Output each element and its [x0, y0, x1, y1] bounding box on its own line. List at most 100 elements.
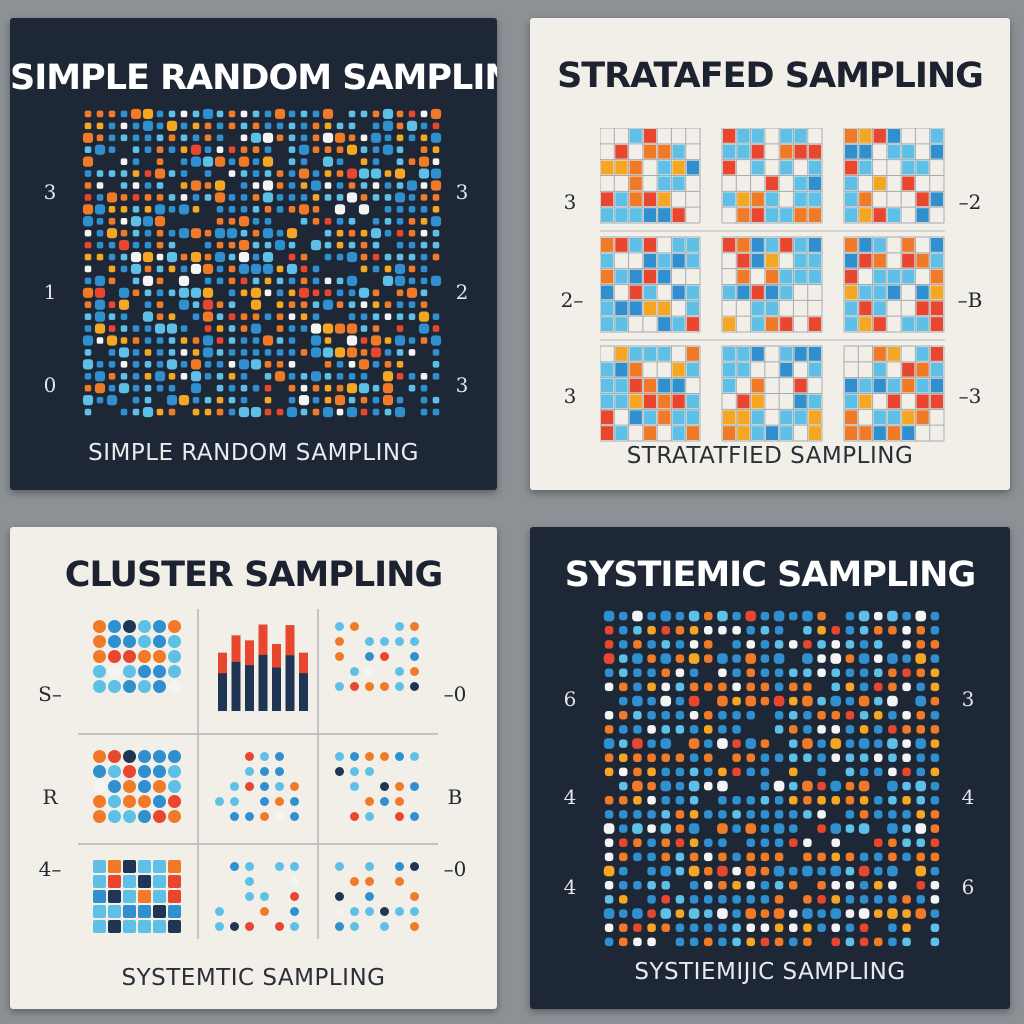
sample-dot: [831, 711, 840, 720]
sample-dot: [432, 194, 440, 201]
sample-dot: [288, 349, 296, 356]
sample-dot: [132, 134, 140, 142]
sample-dot: [216, 206, 224, 213]
sample-dot: [430, 132, 442, 143]
sample-dot: [704, 909, 713, 918]
sample-dot: [384, 408, 392, 416]
sample-dot: [874, 611, 883, 621]
cluster-bar: [258, 624, 268, 711]
sample-dot: [168, 265, 176, 273]
sample-dot: [84, 277, 92, 285]
sample-dot: [704, 753, 713, 762]
sample-dot: [120, 253, 128, 261]
sample-dot: [661, 881, 670, 890]
sample-dot: [264, 372, 272, 380]
cluster-unit: [365, 752, 374, 761]
cluster-unit: [168, 795, 181, 808]
sample-dot: [930, 739, 940, 748]
sample-dot: [732, 626, 741, 635]
sample-dot: [312, 289, 320, 297]
stratum-cell: [737, 426, 750, 440]
sample-dot: [760, 654, 770, 663]
cluster-unit: [93, 650, 106, 663]
cluster-unit: [123, 810, 136, 823]
sample-dot: [633, 852, 642, 862]
sample-dot: [228, 122, 236, 130]
sample-dot: [372, 122, 380, 130]
sample-dot: [360, 253, 368, 261]
cluster-unit: [93, 890, 106, 903]
sample-dot: [803, 668, 812, 677]
sample-dot: [216, 277, 224, 285]
sample-dot: [773, 695, 785, 707]
sample-dot: [82, 359, 94, 370]
sample-dot: [228, 253, 236, 261]
sample-dot: [358, 168, 370, 179]
sample-dot: [108, 241, 116, 249]
sample-dot: [420, 301, 428, 309]
sample-dot: [675, 682, 685, 692]
sample-dot: [802, 653, 813, 664]
sample-dot: [372, 241, 380, 249]
sample-dot: [396, 241, 404, 249]
sample-dot: [675, 753, 685, 762]
cluster-unit: [410, 622, 419, 631]
sample-dot: [384, 217, 392, 225]
stratum-cell: [859, 285, 872, 300]
cluster-unit: [153, 780, 166, 793]
sample-dot: [647, 895, 656, 904]
cluster-unit: [395, 622, 404, 631]
sample-dot: [96, 170, 104, 177]
sample-dot: [336, 301, 344, 309]
sample-dot: [156, 122, 164, 130]
sample-dot: [732, 753, 741, 762]
sample-dot: [180, 349, 188, 356]
cluster-unit: [410, 922, 419, 931]
sample-dot: [745, 908, 757, 919]
stratum-cell: [845, 394, 858, 409]
stratum-cell: [765, 269, 779, 284]
sample-dot: [619, 895, 628, 904]
stratum-cell: [859, 253, 872, 268]
stratum-cell: [686, 238, 699, 252]
sample-dot: [420, 122, 428, 130]
cluster-unit: [168, 875, 181, 888]
sample-dot: [930, 852, 940, 862]
sample-dot: [418, 156, 430, 167]
cluster-unit: [335, 862, 344, 871]
sample-dot: [360, 408, 368, 416]
stratum-cell: [601, 269, 614, 284]
sample-dot: [845, 852, 855, 862]
sample-dot: [144, 206, 152, 213]
sample-dot: [360, 241, 368, 249]
cluster-unit: [350, 907, 359, 916]
stratum-cell: [615, 160, 628, 175]
sample-dot: [845, 753, 855, 762]
stratum-cell: [845, 238, 858, 252]
cluster-unit: [138, 810, 151, 823]
sample-dot: [178, 299, 190, 310]
sample-dot: [874, 626, 883, 635]
sample-dot: [688, 610, 700, 622]
sample-dot: [372, 361, 380, 368]
sample-dot: [831, 881, 840, 890]
stratified-cell-grid: [600, 128, 945, 442]
sample-dot: [240, 337, 248, 344]
stratum-cell: [794, 144, 807, 159]
sample-dot: [420, 337, 428, 344]
sample-dot: [288, 396, 296, 404]
sample-dot: [384, 337, 392, 344]
sample-dot: [336, 122, 344, 130]
stratum-cell: [643, 192, 657, 207]
sample-dot: [789, 753, 798, 762]
sample-dot: [144, 170, 152, 177]
sample-dot: [619, 640, 628, 649]
sample-dot: [830, 780, 842, 792]
stratum-cell: [765, 192, 779, 207]
sample-dot: [760, 640, 770, 649]
stratum-cell: [686, 426, 699, 440]
sample-dot: [408, 253, 416, 261]
sample-dot: [874, 767, 883, 777]
sample-dot: [930, 838, 940, 847]
stratum-cell: [887, 347, 901, 361]
